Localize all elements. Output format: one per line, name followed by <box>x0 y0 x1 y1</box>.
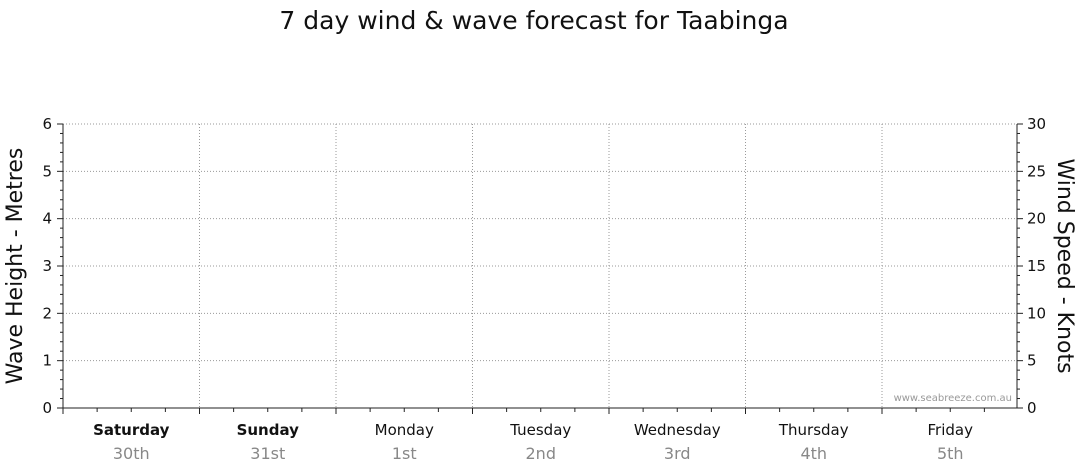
day-name-label: Monday <box>375 421 434 439</box>
right-tick-label: 25 <box>1027 162 1046 180</box>
right-tick-label: 20 <box>1027 210 1046 228</box>
day-name-label: Friday <box>928 421 974 439</box>
day-date-label: 5th <box>937 444 964 463</box>
day-name-label: Saturday <box>93 421 170 439</box>
grid <box>63 123 1017 408</box>
left-tick-label: 2 <box>42 304 52 322</box>
right-tick-label: 15 <box>1027 257 1046 275</box>
right-axis-title: Wind Speed - Knots <box>1052 158 1077 373</box>
day-date-label: 31st <box>250 444 285 463</box>
right-tick-label: 5 <box>1027 352 1037 370</box>
day-date-label: 2nd <box>526 444 556 463</box>
day-labels: Saturday 30th Sunday 31st Monday 1st Tuesday 2n… <box>93 421 973 463</box>
day-date-label: 3rd <box>664 444 691 463</box>
right-tick-label: 30 <box>1027 115 1046 133</box>
right-axis-ticks: 0 5 10 15 20 25 30 <box>1017 115 1046 417</box>
axes <box>62 124 1018 414</box>
watermark: www.seabreeze.com.au <box>894 393 1012 404</box>
left-tick-label: 1 <box>42 352 52 370</box>
left-tick-label: 0 <box>42 399 52 417</box>
day-name-label: Tuesday <box>509 421 571 439</box>
left-tick-label: 5 <box>42 162 52 180</box>
left-tick-label: 6 <box>42 115 52 133</box>
right-tick-label: 0 <box>1027 399 1037 417</box>
left-axis-ticks: 0 1 2 3 4 5 6 <box>42 115 63 417</box>
left-axis-title: Wave Height - Metres <box>3 148 28 385</box>
day-name-label: Thursday <box>778 421 849 439</box>
day-date-label: 4th <box>800 444 827 463</box>
chart-title: 7 day wind & wave forecast for Taabinga <box>279 6 788 35</box>
left-tick-label: 4 <box>42 210 52 228</box>
day-date-label: 30th <box>113 444 150 463</box>
day-name-label: Wednesday <box>634 421 721 439</box>
left-tick-label: 3 <box>42 257 52 275</box>
day-date-label: 1st <box>392 444 417 463</box>
right-tick-label: 10 <box>1027 304 1046 322</box>
day-name-label: Sunday <box>237 421 300 439</box>
